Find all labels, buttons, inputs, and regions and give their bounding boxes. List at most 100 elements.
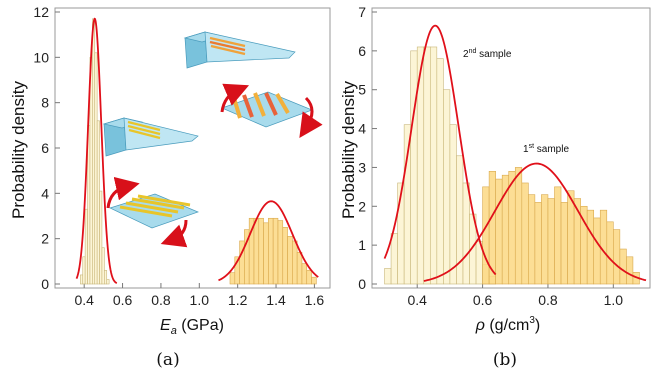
histogram-bar xyxy=(311,276,317,285)
panel-b-ticks: 0 1 2 3 4 5 6 7 0.4 0.6 0.8 1.0 xyxy=(358,4,623,308)
x-tick-label: 0.4 xyxy=(74,292,94,308)
fitted-normal-curve xyxy=(423,162,647,282)
histogram-bar xyxy=(534,202,542,285)
histogram-bar xyxy=(301,263,308,285)
fitted-normal-curve xyxy=(218,200,319,282)
histogram-bar xyxy=(92,18,96,285)
histogram-bar xyxy=(277,220,284,285)
histogram-bar xyxy=(390,233,398,285)
histogram-bar xyxy=(282,227,288,285)
x-tick-label: 1.0 xyxy=(190,292,210,308)
histogram-bar xyxy=(104,270,108,285)
first-sample-annotation: 1st sample xyxy=(523,143,569,155)
histogram-bar xyxy=(514,167,523,285)
histogram-bar xyxy=(547,198,555,285)
x-tick-label: 0.6 xyxy=(113,292,133,308)
histogram-bar xyxy=(626,256,634,285)
y-tick-label: 0 xyxy=(41,276,49,292)
histogram-bar xyxy=(80,274,84,285)
histogram-bar xyxy=(96,120,100,285)
panel-a-x-axis-label: Ea (GPa) xyxy=(160,317,224,337)
x-tick-label: 0.8 xyxy=(538,292,558,308)
y-tick-label: 2 xyxy=(41,231,49,247)
histogram-bar xyxy=(99,190,103,285)
y-tick-label: 1 xyxy=(358,237,366,253)
histogram-bar xyxy=(541,194,549,285)
panel-b-fit-curves xyxy=(383,24,647,282)
histogram-bar xyxy=(462,182,470,285)
histogram-bar xyxy=(560,202,568,285)
histogram-bar xyxy=(268,217,274,285)
y-tick-label: 3 xyxy=(358,159,366,175)
x-tick-label: 0.8 xyxy=(151,292,171,308)
histogram-bar xyxy=(229,272,236,285)
panel-b-histograms xyxy=(384,46,640,285)
panel-b: 0 1 2 3 4 5 6 7 0.4 0.6 0.8 1.0 Probability density… xyxy=(339,4,651,370)
histogram-bar xyxy=(613,229,621,285)
histogram-bar xyxy=(253,217,260,285)
y-tick-label: 8 xyxy=(41,95,49,111)
x-tick-label: 1.6 xyxy=(305,292,325,308)
histogram-bar xyxy=(292,240,298,285)
histogram-bar xyxy=(410,50,418,285)
histogram-bar xyxy=(436,58,444,285)
fitted-normal-curve xyxy=(383,24,497,276)
panel-b-plot-frame xyxy=(371,7,651,289)
y-tick-label: 0 xyxy=(358,276,366,292)
rotation-arrow-icon xyxy=(220,83,250,113)
panel-a-fit-curves xyxy=(75,17,319,284)
second-sample-annotation: 2nd sample xyxy=(463,48,512,60)
histogram-bar xyxy=(593,217,601,285)
x-tick-label: 1.0 xyxy=(604,292,624,308)
y-tick-label: 5 xyxy=(358,82,366,98)
y-tick-label: 12 xyxy=(33,4,49,20)
y-tick-label: 2 xyxy=(358,198,366,214)
histogram-bar xyxy=(495,178,503,285)
stretched-strip-heated-icon xyxy=(221,91,313,128)
y-tick-label: 10 xyxy=(33,49,49,65)
y-tick-label: 6 xyxy=(41,140,49,156)
fitted-normal-curve xyxy=(75,17,118,284)
stretched-strip-icon xyxy=(109,193,199,229)
histogram-bar xyxy=(521,182,529,285)
histogram-bar xyxy=(586,209,595,285)
histogram-bar xyxy=(106,279,110,285)
histogram-bar xyxy=(508,171,516,285)
histogram-bar xyxy=(528,194,536,285)
histogram-bar xyxy=(84,208,88,285)
y-tick-label: 6 xyxy=(358,43,366,59)
x-tick-label: 0.6 xyxy=(473,292,493,308)
histogram-bar xyxy=(263,222,269,285)
histogram-bar xyxy=(306,270,312,285)
rotation-arrow-icon xyxy=(160,219,188,248)
histogram-bar xyxy=(482,186,490,285)
panel-b-caption: (b) xyxy=(493,350,517,370)
panel-b-x-axis-label: ρ (g/cm3) xyxy=(475,315,541,334)
histogram-bar xyxy=(429,46,438,285)
histogram-bar xyxy=(423,46,431,285)
cantilever-beam-icon xyxy=(102,117,199,157)
rotation-arrow-icon xyxy=(299,96,323,138)
histogram-bar xyxy=(619,248,627,285)
y-tick-label: 7 xyxy=(358,4,366,20)
histogram-bar xyxy=(296,251,303,285)
x-tick-label: 1.2 xyxy=(228,292,248,308)
histogram-bar xyxy=(82,256,86,285)
histogram-bar xyxy=(287,236,293,285)
rotation-arrow-icon xyxy=(106,176,140,209)
histogram-bar xyxy=(606,221,614,285)
y-tick-label: 4 xyxy=(41,185,49,201)
panel-a-y-axis-label: Probability density xyxy=(9,81,28,219)
histogram-bar xyxy=(272,217,279,285)
histogram-bar xyxy=(449,124,457,285)
histogram-bar xyxy=(94,52,98,285)
x-tick-label: 1.4 xyxy=(266,292,286,308)
panel-a-ticks: 0 2 4 6 8 10 12 0.4 0.6 0.8 1.0 1.2 1.4 1.6 xyxy=(33,4,324,308)
histogram-bar xyxy=(384,268,392,285)
histogram-bar xyxy=(443,89,451,285)
histogram-bar xyxy=(403,124,411,285)
histogram-bar xyxy=(258,217,264,285)
y-tick-label: 4 xyxy=(358,121,366,137)
panel-b-y-axis-label: Probability density xyxy=(339,81,358,219)
